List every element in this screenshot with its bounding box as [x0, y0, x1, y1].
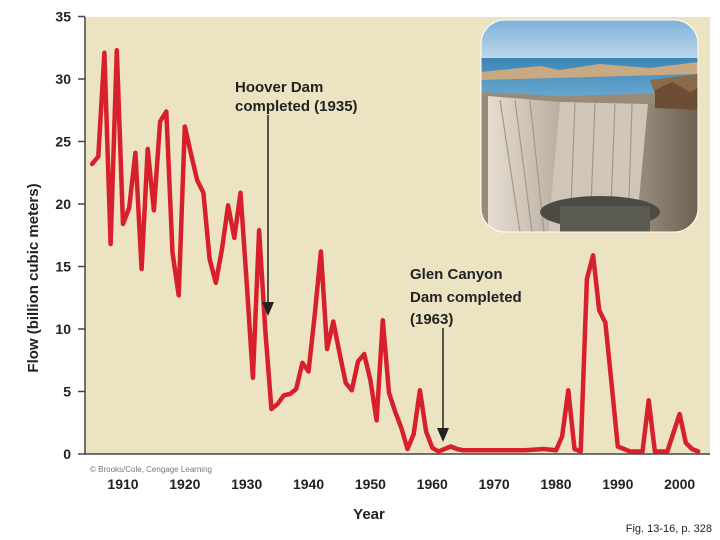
glen-annotation-line1: Glen Canyon — [410, 266, 503, 283]
x-tick-label: 1990 — [602, 476, 633, 492]
x-tick-label: 1910 — [107, 476, 138, 492]
y-axis-title: Flow (billion cubic meters) — [25, 183, 42, 372]
glen-arrowhead — [437, 428, 449, 442]
y-ticks: 0 5 10 15 20 25 30 35 — [55, 9, 85, 462]
hoover-annotation-line1: Hoover Dam — [235, 79, 323, 96]
y-tick-label: 20 — [55, 196, 71, 212]
copyright-credit: © Brooks/Cole, Cengage Learning — [90, 465, 212, 474]
x-tick-label: 1940 — [293, 476, 324, 492]
glen-canyon-dam-photo — [480, 19, 699, 233]
y-tick-label: 15 — [55, 259, 71, 275]
y-tick-label: 25 — [55, 134, 71, 150]
glen-annotation-line2: Dam completed — [410, 289, 522, 306]
hoover-dam-annotation: Hoover Dam completed (1935) — [235, 79, 358, 316]
x-tick-label: 1930 — [231, 476, 262, 492]
y-tick-label: 5 — [63, 384, 71, 400]
x-tick-label: 1920 — [169, 476, 200, 492]
x-axis-title: Year — [353, 506, 385, 523]
glen-annotation-line3: (1963) — [410, 311, 453, 328]
y-tick-label: 10 — [55, 321, 71, 337]
y-tick-label: 30 — [55, 71, 71, 87]
y-tick-label: 35 — [55, 9, 71, 25]
hoover-arrowhead — [262, 302, 274, 316]
glen-canyon-annotation: Glen Canyon Dam completed (1963) — [410, 266, 522, 442]
flow-series-line — [89, 48, 701, 454]
x-ticks: 1910 1920 1930 1940 1950 1960 1970 1980 1990 2000 — [107, 476, 695, 492]
x-tick-label: 1960 — [417, 476, 448, 492]
figure-reference: Fig. 13-16, p. 328 — [626, 523, 712, 535]
hoover-annotation-line2: completed (1935) — [235, 98, 358, 115]
x-tick-label: 1950 — [355, 476, 386, 492]
x-tick-label: 2000 — [664, 476, 695, 492]
x-tick-label: 1980 — [540, 476, 571, 492]
y-tick-label: 0 — [63, 446, 71, 462]
x-tick-label: 1970 — [479, 476, 510, 492]
